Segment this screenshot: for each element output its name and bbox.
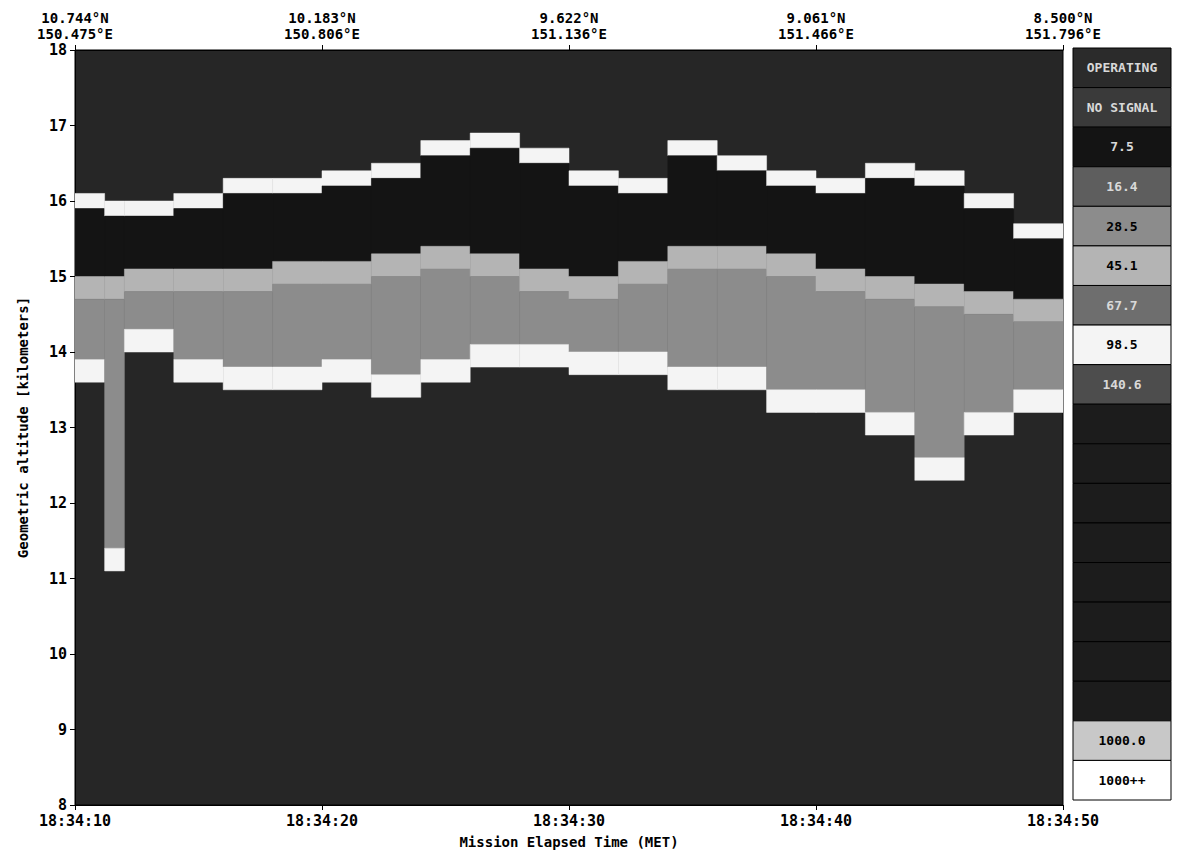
svg-text:18:34:50: 18:34:50 bbox=[1027, 812, 1099, 830]
svg-text:9: 9 bbox=[58, 721, 67, 739]
svg-text:18:34:30: 18:34:30 bbox=[533, 812, 605, 830]
svg-text:67.7: 67.7 bbox=[1106, 298, 1137, 313]
svg-text:10.183°N: 10.183°N bbox=[288, 10, 355, 26]
svg-text:14: 14 bbox=[49, 343, 67, 361]
svg-text:151.466°E: 151.466°E bbox=[778, 26, 854, 42]
svg-text:150.806°E: 150.806°E bbox=[284, 26, 360, 42]
svg-text:NO SIGNAL: NO SIGNAL bbox=[1087, 100, 1158, 115]
svg-text:18:34:20: 18:34:20 bbox=[286, 812, 358, 830]
svg-text:11: 11 bbox=[49, 570, 67, 588]
svg-text:OPERATING: OPERATING bbox=[1087, 60, 1158, 75]
svg-text:28.5: 28.5 bbox=[1106, 219, 1137, 234]
svg-text:Mission Elapsed Time (MET): Mission Elapsed Time (MET) bbox=[459, 834, 678, 850]
svg-text:18:34:40: 18:34:40 bbox=[780, 812, 852, 830]
svg-text:18:34:10: 18:34:10 bbox=[39, 812, 111, 830]
svg-text:9.061°N: 9.061°N bbox=[786, 10, 845, 26]
svg-text:8: 8 bbox=[58, 796, 67, 814]
svg-text:45.1: 45.1 bbox=[1106, 258, 1137, 273]
svg-text:17: 17 bbox=[49, 117, 67, 135]
svg-text:1000.0: 1000.0 bbox=[1099, 733, 1146, 748]
svg-text:10: 10 bbox=[49, 645, 67, 663]
svg-text:151.136°E: 151.136°E bbox=[531, 26, 607, 42]
svg-text:16.4: 16.4 bbox=[1106, 179, 1137, 194]
svg-text:150.475°E: 150.475°E bbox=[37, 26, 113, 42]
svg-text:1000++: 1000++ bbox=[1099, 773, 1146, 788]
svg-text:18: 18 bbox=[49, 41, 67, 59]
svg-text:98.5: 98.5 bbox=[1106, 337, 1137, 352]
svg-text:16: 16 bbox=[49, 192, 67, 210]
svg-text:151.796°E: 151.796°E bbox=[1025, 26, 1101, 42]
svg-text:13: 13 bbox=[49, 419, 67, 437]
svg-text:12: 12 bbox=[49, 494, 67, 512]
svg-text:7.5: 7.5 bbox=[1110, 139, 1133, 154]
svg-text:10.744°N: 10.744°N bbox=[41, 10, 108, 26]
svg-text:9.622°N: 9.622°N bbox=[539, 10, 598, 26]
svg-text:Geometric altitude [kilometers: Geometric altitude [kilometers] bbox=[15, 297, 31, 558]
svg-text:8.500°N: 8.500°N bbox=[1033, 10, 1092, 26]
svg-text:140.6: 140.6 bbox=[1102, 377, 1141, 392]
svg-text:15: 15 bbox=[49, 268, 67, 286]
